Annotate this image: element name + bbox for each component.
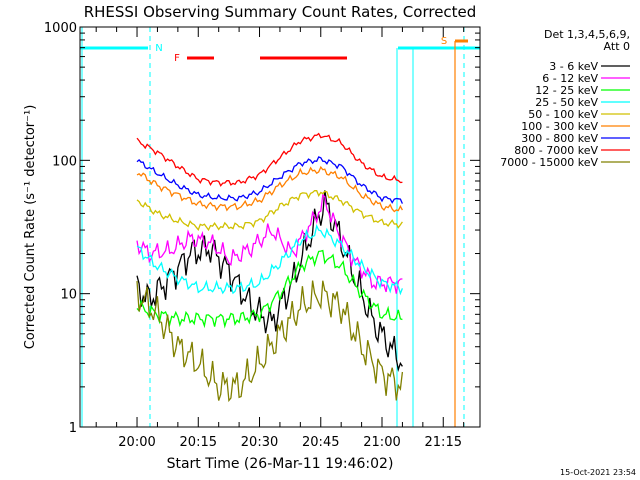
y-axis-label: Corrected Count Rate (s⁻¹ detector⁻¹) (23, 105, 38, 350)
legend-header-line: Att 0 (604, 40, 630, 53)
axes: 1 10 100 1000 20:00 20:15 20:30 20:45 21:00 21:15 (44, 21, 481, 450)
x-tick-label: 21:00 (363, 435, 400, 450)
night-marker-label: N (155, 43, 162, 54)
chart-title: RHESSI Observing Summary Count Rates, Co… (84, 3, 477, 21)
x-tick-label: 21:15 (425, 435, 462, 450)
flare-marker-label: F (174, 53, 180, 64)
legend-label: 6 - 12 keV (542, 72, 598, 85)
x-tick-label: 20:00 (118, 435, 155, 450)
plot-frame (79, 26, 481, 428)
x-tick-label: 20:45 (302, 435, 339, 450)
series-line-5 (136, 190, 403, 232)
legend-label: 100 - 300 keV (521, 120, 598, 133)
series-line-4 (136, 223, 404, 296)
legend-label: 12 - 25 keV (535, 84, 598, 97)
series-line-8 (136, 132, 403, 187)
series-line-6 (136, 165, 403, 213)
series-line-1 (136, 190, 403, 373)
series-line-9 (136, 280, 404, 403)
legend-label: 50 - 100 keV (528, 108, 598, 121)
x-tick-label: 20:30 (241, 435, 278, 450)
legend-label: 3 - 6 keV (549, 60, 598, 73)
x-axis-label: Start Time (26-Mar-11 19:46:02) (167, 456, 394, 472)
saa-marker-label: S (441, 36, 447, 47)
legend-header: Det 1,3,4,5,6,9,Att 0 (544, 28, 630, 53)
legend-header-line: Det 1,3,4,5,6,9, (544, 28, 630, 41)
x-tick-label: 20:15 (180, 435, 217, 450)
y-tick-label: 1000 (44, 21, 77, 36)
series-line-2 (136, 193, 403, 294)
legend-label: 7000 - 15000 keV (500, 156, 598, 169)
legend-label: 800 - 7000 keV (514, 144, 598, 157)
y-tick-label: 10 (60, 288, 77, 303)
y-tick-label: 100 (52, 154, 77, 169)
y-tick-label: 1 (69, 421, 77, 436)
legend-label: 25 - 50 keV (535, 96, 598, 109)
series-line-7 (136, 156, 403, 204)
timestamp: 15-Oct-2021 23:54 (560, 468, 636, 477)
series-line-3 (136, 249, 403, 329)
legend-label: 300 - 800 keV (521, 132, 598, 145)
plot-area: N F S (80, 27, 480, 427)
